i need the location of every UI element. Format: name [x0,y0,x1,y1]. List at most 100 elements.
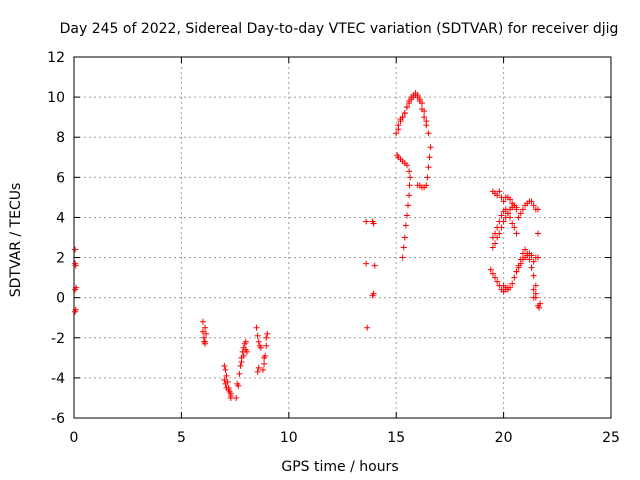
data-point [399,254,406,261]
data-point [537,300,544,307]
data-point [517,260,524,267]
data-point [261,354,268,361]
data-point [200,334,207,341]
data-point [371,262,378,269]
data-point [489,270,496,277]
data-points [72,90,544,401]
data-point [515,264,522,271]
data-point [72,286,79,293]
data-point [407,174,414,181]
data-point [199,328,206,335]
data-point [423,182,430,189]
data-point [364,324,371,331]
data-point [416,98,423,105]
data-point [507,196,514,203]
data-point [199,318,206,325]
data-point [240,352,247,359]
data-point [395,126,402,133]
data-point [222,380,229,387]
y-tick-label: 10 [47,90,65,106]
data-point [530,202,537,209]
data-point [534,206,541,213]
data-point [487,266,494,273]
data-point [261,360,268,367]
data-point [399,114,406,121]
data-point [511,202,518,209]
data-point [257,344,264,351]
data-point [406,100,413,107]
plot-frame [73,56,612,419]
data-point [418,106,425,113]
data-point [253,324,260,331]
data-point [263,342,270,349]
data-point [72,246,79,253]
data-point [414,92,421,99]
y-tick-label: -6 [51,411,65,427]
data-point [498,224,505,231]
data-point [504,284,511,291]
data-point [221,362,228,369]
data-point [528,198,535,205]
data-point [72,262,79,269]
y-tick-label: 8 [56,130,65,146]
y-axis-label: SDTVAR / TECUs [8,183,24,298]
data-point [530,286,537,293]
data-point [264,330,271,337]
data-point [426,154,433,161]
x-axis-label: GPS time / hours [281,459,398,475]
data-point [393,130,400,137]
data-point [222,366,229,373]
data-point [498,212,505,219]
data-point [511,274,518,281]
data-point [369,292,376,299]
data-point [72,308,79,315]
data-point [421,114,428,121]
data-point [403,212,410,219]
data-point [532,294,539,301]
data-point [522,246,529,253]
data-point [203,330,210,337]
data-point [405,202,412,209]
data-point [221,376,228,383]
data-point [528,252,535,259]
grid [74,57,611,418]
data-point [370,220,377,227]
y-tick-label: 6 [56,170,65,186]
data-point [513,268,520,275]
data-point [425,164,432,171]
data-point [400,244,407,251]
data-point [401,234,408,241]
data-point [515,214,522,221]
y-tick-label: 12 [47,50,65,66]
data-point [530,258,537,265]
data-point [500,198,507,205]
data-point [511,224,518,231]
x-tick-label: 0 [70,430,79,446]
chart-title: Day 245 of 2022, Sidereal Day-to-day VTE… [60,21,619,37]
data-point [509,220,516,227]
data-point [406,192,413,199]
data-point [536,304,543,311]
data-point [401,110,408,117]
data-point [406,182,413,189]
data-point [530,272,537,279]
data-point [254,332,261,339]
data-point [494,192,501,199]
data-point [243,348,250,355]
axis-ticks: 0 5 10 15 20 25 -6 -4 -2 0 2 4 6 8 10 12 [47,50,620,446]
x-tick-label: 20 [495,430,513,446]
data-point [363,260,370,267]
data-point [237,362,244,369]
data-point [235,382,242,389]
data-point [402,222,409,229]
y-tick-label: 0 [56,291,65,307]
data-point [403,104,410,111]
data-point [500,218,507,225]
data-point [532,282,539,289]
data-point [494,234,501,241]
data-point [227,390,234,397]
data-point [202,338,209,345]
data-point [496,282,503,289]
data-point [406,168,413,175]
